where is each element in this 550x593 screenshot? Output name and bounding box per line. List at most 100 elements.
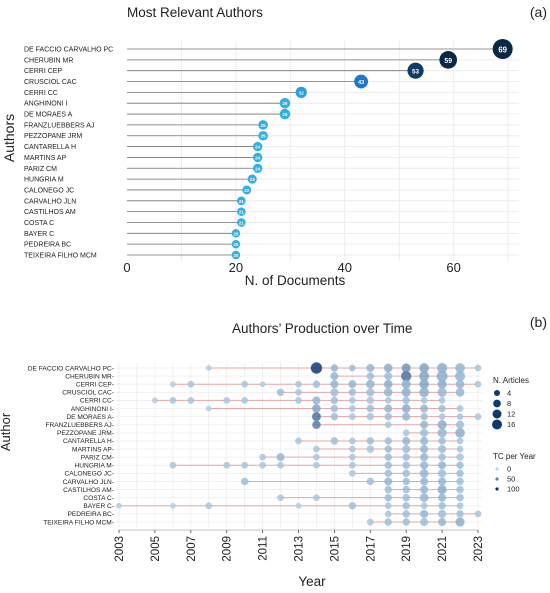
- point-cerri-cep-2007: [187, 380, 195, 388]
- point-hungria-m-2006: [169, 461, 177, 469]
- point-pedreira-bc-2018: [384, 510, 392, 518]
- point-calonego-jc-2022: [456, 469, 464, 478]
- point-hungria-m-2012: [277, 461, 284, 469]
- marker-hungria-m: [247, 174, 257, 184]
- point-crusciol-cac-2018: [383, 387, 393, 397]
- author-label-pedreira-bc: PEDREIRA BC: [24, 242, 71, 249]
- point-bayer-c-2006: [170, 502, 176, 509]
- point-anghinoni-i-2017: [366, 404, 375, 413]
- point-teixeira-filho-mcm-2020: [420, 517, 429, 527]
- point-cerri-cep-2014: [312, 380, 321, 388]
- point-cantarella-h-2015: [330, 437, 339, 445]
- point-cerri-cep-2010: [241, 380, 248, 388]
- point-pedreira-bc-2023: [474, 510, 482, 518]
- point-cerri-cc-2006: [169, 397, 177, 404]
- point-pedreira-bc-2022: [456, 510, 464, 518]
- author-label-de-faccio-carvalho-pc: DE FACCIO CARVALHO PC: [24, 47, 113, 54]
- point-carvalho-jln-2018: [384, 477, 393, 486]
- point-cerri-cep-2013: [295, 380, 302, 388]
- author-label-bayer-c: BAYER C: [24, 231, 54, 238]
- point-carvalho-jln-2019: [402, 477, 410, 486]
- point-cerri-cc-2019: [402, 396, 410, 405]
- chart-a-y-axis-title: Authors: [1, 114, 17, 162]
- point-cerri-cc-2010: [241, 397, 248, 404]
- point-de-moraes-a-2022: [456, 413, 464, 420]
- point-castilhos-am-2022: [456, 485, 464, 494]
- value-label-crusciol-cac: 43: [358, 80, 364, 86]
- point-carvalho-jln-2022: [456, 477, 464, 486]
- point-bayer-c-2021: [438, 502, 446, 510]
- legend-color-marker-100: [495, 487, 499, 491]
- x-tick-2019: 2019: [401, 536, 413, 562]
- point-cerri-cep-2023: [474, 380, 482, 388]
- legend-size-label-8: 8: [507, 399, 511, 408]
- point-de-faccio-carvalho-pc-2015: [330, 364, 339, 372]
- author-label-de-moraes-a: DE MORAES A: [24, 112, 73, 119]
- point-costa-c-2012: [277, 494, 284, 502]
- legend-size-label-12: 12: [507, 410, 515, 419]
- chart-b-title: Authors’ Production over Time: [232, 321, 412, 336]
- marker-costa-c: [237, 218, 246, 227]
- point-crusciol-cac-2020: [419, 387, 430, 398]
- value-label-teixeira-filho-mcm: 20: [233, 253, 239, 258]
- point-carvalho-jln-2020: [420, 477, 429, 486]
- point-anghinoni-i-2020: [420, 404, 429, 413]
- legend-size-marker-16: [492, 419, 502, 430]
- point-de-faccio-carvalho-pc-2017: [366, 363, 375, 373]
- point-de-moraes-a-2016: [349, 413, 356, 420]
- legend-color-title: TC per Year: [493, 452, 536, 461]
- marker-pedreira-bc: [231, 239, 241, 249]
- point-castilhos-am-2021: [437, 484, 447, 495]
- point-costa-c-2022: [456, 493, 464, 502]
- x-tick-2005: 2005: [150, 536, 162, 562]
- marker-de-faccio-carvalho-pc: [492, 39, 513, 59]
- point-de-faccio-carvalho-pc-2014: [310, 362, 323, 374]
- point-teixeira-filho-mcm-2017: [366, 518, 374, 526]
- point-anghinoni-i-2008: [205, 405, 212, 412]
- point-crusciol-cac-2012: [276, 388, 285, 397]
- marker-calonego-jc: [242, 185, 252, 195]
- value-label-pedreira-bc: 20: [233, 242, 239, 247]
- point-franzluebbers-aj-2021: [437, 420, 447, 430]
- author-label-anghinoni-i: ANGHINONI I-: [71, 406, 114, 413]
- point-bayer-c-2022: [456, 502, 464, 510]
- point-martins-ap-2018: [384, 445, 392, 453]
- legend-size-marker-4: [493, 389, 501, 397]
- point-cerri-cep-2011: [259, 381, 266, 388]
- author-label-bayer-c: BAYER C-: [83, 503, 114, 510]
- author-label-pariz-cm: PARIZ CM-: [81, 454, 114, 461]
- point-de-faccio-carvalho-pc-2008: [205, 365, 212, 371]
- point-martins-ap-2014: [313, 445, 320, 453]
- value-label-carvalho-jln: 21: [239, 199, 245, 204]
- point-de-moraes-a-2020: [420, 412, 428, 421]
- panel-a: Most Relevant Authors (a) DE FACCIO CARV…: [1, 4, 547, 288]
- point-hungria-m-2011: [259, 461, 266, 469]
- marker-crusciol-cac: [354, 74, 369, 89]
- point-bayer-c-2013: [295, 502, 302, 509]
- value-label-hungria-m: 23: [250, 177, 256, 182]
- point-cerri-cc-2015: [330, 396, 339, 405]
- point-teixeira-filho-mcm-2022: [455, 517, 465, 527]
- point-de-faccio-carvalho-pc-2018: [383, 363, 393, 373]
- value-label-pezzopane-jrm: 25: [261, 134, 267, 139]
- legend-color-label-100: 100: [507, 485, 520, 494]
- point-de-moraes-a-2015: [330, 412, 339, 421]
- legend-size-label-16: 16: [507, 420, 515, 429]
- point-pariz-cm-2019: [402, 453, 410, 461]
- point-cantarella-h-2018: [384, 437, 392, 445]
- point-cantarella-h-2016: [349, 437, 356, 445]
- point-costa-c-2021: [438, 493, 447, 502]
- point-cerri-cc-2016: [349, 397, 356, 404]
- point-crusciol-cac-2017: [366, 388, 375, 397]
- point-castilhos-am-2019: [402, 485, 410, 494]
- x-tick-2023: 2023: [473, 536, 485, 562]
- point-crusciol-cac-2016: [348, 388, 357, 397]
- author-label-cherubin-mr: CHERUBIN MR: [24, 57, 73, 64]
- marker-cherubin-mr: [439, 51, 458, 69]
- point-castilhos-am-2018: [384, 485, 392, 494]
- chart-b-y-axis-title: Author: [0, 412, 13, 451]
- point-de-moraes-a-2021: [438, 413, 446, 420]
- author-label-pariz-cm: PARIZ CM: [24, 166, 57, 173]
- point-cerri-cc-2017: [366, 396, 375, 405]
